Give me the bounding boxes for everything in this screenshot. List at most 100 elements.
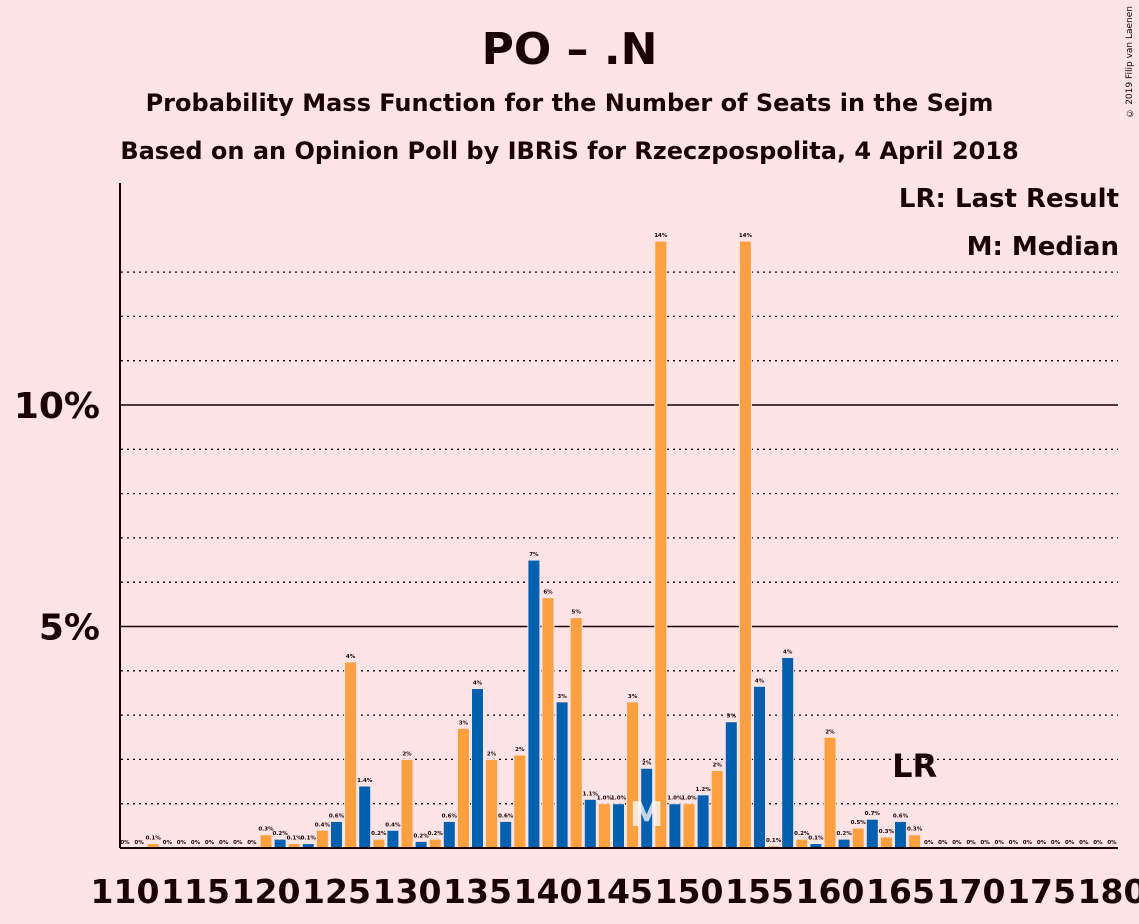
- data-label: 0.4%: [385, 822, 401, 828]
- x-tick-label: 170: [937, 872, 1006, 911]
- data-label: 3%: [628, 694, 638, 700]
- data-label: 0%: [1107, 840, 1117, 846]
- data-label: 0%: [1093, 840, 1103, 846]
- bar-seat-160: [823, 736, 837, 849]
- data-label: 0%: [1037, 840, 1047, 846]
- y-tick-label: 5%: [39, 608, 100, 649]
- data-label: 1.0%: [681, 796, 697, 802]
- x-tick-label: 155: [725, 872, 794, 911]
- data-label: 7%: [529, 552, 539, 558]
- data-label: 0%: [966, 840, 976, 846]
- bar-seat-132: [428, 838, 442, 849]
- x-tick-label: 145: [584, 872, 653, 911]
- bar-seat-144: [597, 803, 611, 849]
- x-tick-label: 135: [443, 872, 512, 911]
- bar-seat-129: [386, 829, 400, 849]
- data-label: 0.6%: [498, 813, 514, 819]
- data-label: 0%: [219, 840, 229, 846]
- bar-seat-136: [485, 758, 499, 849]
- bar-seat-138: [513, 754, 527, 849]
- bar-seat-133: [442, 820, 456, 849]
- data-label: 0%: [191, 840, 201, 846]
- data-label: 4%: [783, 650, 793, 656]
- median-marker: M: [630, 795, 664, 835]
- bar-seat-125: [330, 820, 343, 849]
- data-label: 2%: [642, 760, 652, 766]
- bar-seat-154: [738, 240, 752, 849]
- bar-seat-149: [668, 803, 682, 849]
- x-tick-label: 160: [796, 872, 865, 911]
- data-label: 6%: [543, 590, 553, 596]
- data-label: 2%: [515, 747, 525, 753]
- data-label: 0%: [247, 840, 257, 846]
- bar-seat-151: [696, 794, 710, 849]
- data-label: 4%: [473, 681, 483, 687]
- data-label: 0%: [1065, 840, 1075, 846]
- data-label: 4%: [346, 654, 356, 660]
- data-label: 2%: [825, 729, 835, 735]
- data-label: 1.0%: [611, 796, 627, 802]
- data-label: 0.1%: [301, 836, 317, 842]
- y-tick-label: 10%: [14, 386, 100, 427]
- bar-seat-140: [541, 597, 555, 849]
- bar-seat-120: [259, 834, 273, 849]
- data-label: 0%: [163, 840, 173, 846]
- data-label: 0%: [120, 840, 130, 846]
- data-label: 0.2%: [836, 831, 852, 837]
- bar-seat-161: [837, 838, 851, 849]
- data-label: 0.2%: [272, 831, 288, 837]
- bar-seat-155: [753, 685, 766, 849]
- x-tick-label: 150: [655, 872, 724, 911]
- data-label: 0.2%: [794, 831, 810, 837]
- bar-seat-137: [499, 820, 513, 849]
- x-tick-label: 130: [373, 872, 442, 911]
- data-label: 4%: [755, 678, 765, 684]
- data-label: 0.2%: [428, 831, 444, 837]
- data-label: 0%: [1079, 840, 1089, 846]
- data-label: 0%: [1009, 840, 1019, 846]
- data-label: 2%: [713, 762, 723, 768]
- data-label: 0.3%: [258, 827, 274, 833]
- data-label: 0.7%: [865, 811, 881, 817]
- chart-subtitle-1: Probability Mass Function for the Number…: [145, 89, 994, 117]
- bar-seat-130: [400, 758, 414, 849]
- data-label: 2%: [402, 751, 412, 757]
- bar-seat-162: [851, 827, 865, 849]
- data-label: 0.2%: [413, 833, 429, 839]
- data-label: 0.3%: [879, 829, 895, 835]
- data-label: 3%: [557, 694, 567, 700]
- x-tick-label: 140: [514, 872, 583, 911]
- chart-title: PO – .N: [481, 24, 658, 75]
- bar-seat-150: [682, 803, 696, 849]
- chart-subtitle-2: Based on an Opinion Poll by IBRiS for Rz…: [120, 137, 1019, 165]
- bar-seat-128: [372, 838, 386, 849]
- data-label: 0%: [233, 840, 243, 846]
- x-tick-label: 115: [161, 872, 230, 911]
- bar-seat-142: [569, 617, 583, 849]
- x-tick-label: 125: [302, 872, 371, 911]
- bar-seat-134: [456, 727, 470, 849]
- data-label: 0.1%: [287, 836, 303, 842]
- bar-seat-164: [879, 836, 893, 849]
- bar-seat-124: [315, 829, 329, 849]
- bar-seat-157: [781, 657, 795, 849]
- data-label: 1.0%: [597, 796, 613, 802]
- data-label: 0%: [205, 840, 215, 846]
- bar-seat-163: [865, 818, 879, 849]
- data-label: 2%: [487, 751, 497, 757]
- data-label: 3%: [459, 720, 469, 726]
- legend-median: M: Median: [966, 232, 1119, 262]
- data-label: 0%: [1051, 840, 1061, 846]
- bar-seat-135: [471, 688, 484, 849]
- data-label: 0%: [924, 840, 934, 846]
- data-label: 0%: [938, 840, 948, 846]
- data-label: 1.4%: [357, 778, 373, 784]
- data-label: 0%: [177, 840, 187, 846]
- data-label: 0%: [995, 840, 1005, 846]
- bar-seat-148: [654, 240, 668, 849]
- data-label: 0%: [980, 840, 990, 846]
- data-label: 0.1%: [146, 836, 162, 842]
- data-label: 0.1%: [766, 838, 782, 844]
- data-label: 0%: [1023, 840, 1033, 846]
